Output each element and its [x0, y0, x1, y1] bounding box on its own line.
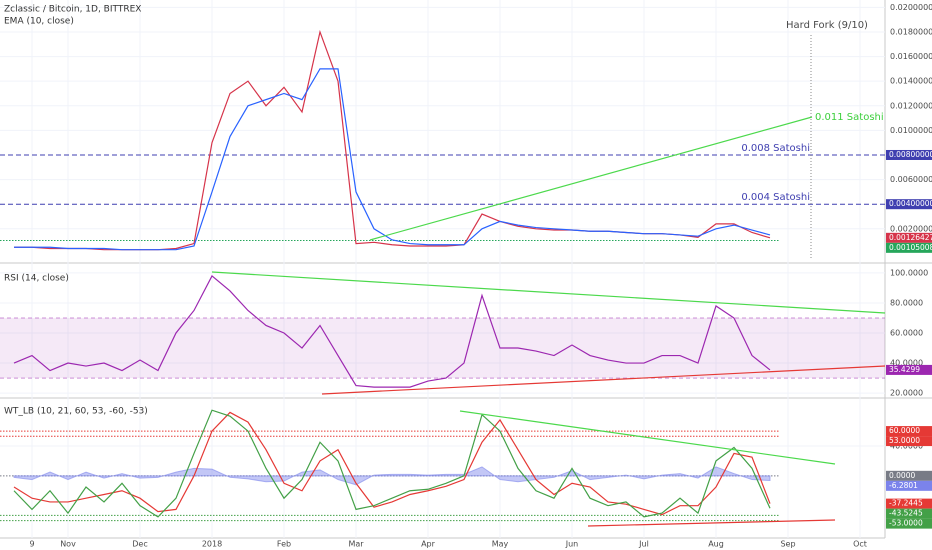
price-box	[886, 498, 932, 509]
price-box-label: 0.00800000	[889, 150, 932, 159]
price-box	[886, 508, 932, 519]
series-line	[13, 409, 771, 518]
x-tick-label: Nov	[60, 540, 76, 549]
pane-title: RSI (14, close)	[4, 274, 69, 284]
plot: 9 Nov Dec 2018 Feb Mar Apr May Jun Jul Aug Sep Oct 0.…	[0, 3, 932, 549]
x-tick-label: 2018	[202, 540, 222, 549]
price-box-label: 53.0000	[889, 436, 920, 445]
level-text: 0.004 Satoshi	[741, 192, 810, 203]
chart-title: Zclassic / Bitcoin, 1D, BITTREX	[4, 5, 141, 15]
price-box	[886, 436, 932, 447]
x-tick-label: Aug	[708, 540, 724, 549]
price-box	[886, 518, 932, 529]
x-tick-label: 9	[29, 540, 34, 549]
price-box	[886, 480, 932, 491]
y-tick-label: 80.0000	[890, 298, 923, 307]
y-tick-label: 60.0000	[890, 329, 923, 338]
trend-line	[459, 410, 836, 465]
trend-line	[211, 271, 886, 314]
legend-entry: EMA (10, close)	[4, 17, 74, 27]
level-text: 0.008 Satoshi	[741, 143, 810, 154]
price-box-label: 60.0000	[889, 426, 920, 435]
price-box	[886, 426, 932, 437]
price-box	[886, 199, 932, 210]
trend-line	[321, 365, 886, 395]
price-box	[886, 470, 932, 481]
x-tick-label: Mar	[348, 540, 364, 549]
series-line	[14, 68, 771, 251]
price-box-label: 0.00105008	[889, 243, 932, 252]
price-box-label: -37.2445	[889, 499, 923, 508]
x-tick-label: Sep	[780, 540, 795, 549]
annotation: Hard Fork (9/10)	[786, 20, 868, 31]
price-box-label: -6.2801	[889, 481, 918, 490]
price-box-label: 35.4299	[889, 365, 920, 374]
price-box-label: 0.00126427	[889, 233, 932, 242]
price-box	[886, 242, 932, 253]
x-tick-label: Jul	[638, 540, 649, 549]
trend-line	[369, 116, 813, 241]
price-box	[886, 232, 932, 243]
x-tick-label: Dec	[132, 540, 147, 549]
y-tick-label: 40.0000	[890, 359, 923, 368]
y-tick-label: 100.0000	[890, 268, 928, 277]
rsi-band	[0, 317, 885, 379]
x-tick-label: Jun	[565, 540, 579, 549]
pane-title: WT_LB (10, 21, 60, 53, -60, -53)	[4, 407, 148, 417]
x-tick-label: May	[492, 540, 509, 549]
series-line	[13, 411, 771, 516]
x-tick-label: Apr	[421, 540, 436, 549]
price-box	[886, 364, 932, 375]
price-box-label: 0.0000	[889, 471, 915, 480]
price-box-label: -43.5245	[889, 509, 923, 518]
trend-line	[587, 519, 836, 527]
y-tick-label: 20.0000	[890, 389, 923, 398]
annotation: 0.011 Satoshi	[815, 112, 884, 123]
price-boxes: 0.00800000 0.00400000 0.001264270.00105008…	[886, 149, 932, 529]
x-tick-label: Oct	[853, 540, 867, 549]
histogram-area	[13, 466, 771, 486]
x-tick-label: Feb	[277, 540, 291, 549]
price-box-label: -53.0000	[889, 519, 923, 528]
price-box	[886, 149, 932, 160]
grid	[0, 0, 885, 538]
price-box-label: 0.00400000	[889, 199, 932, 208]
series-line	[13, 274, 771, 388]
